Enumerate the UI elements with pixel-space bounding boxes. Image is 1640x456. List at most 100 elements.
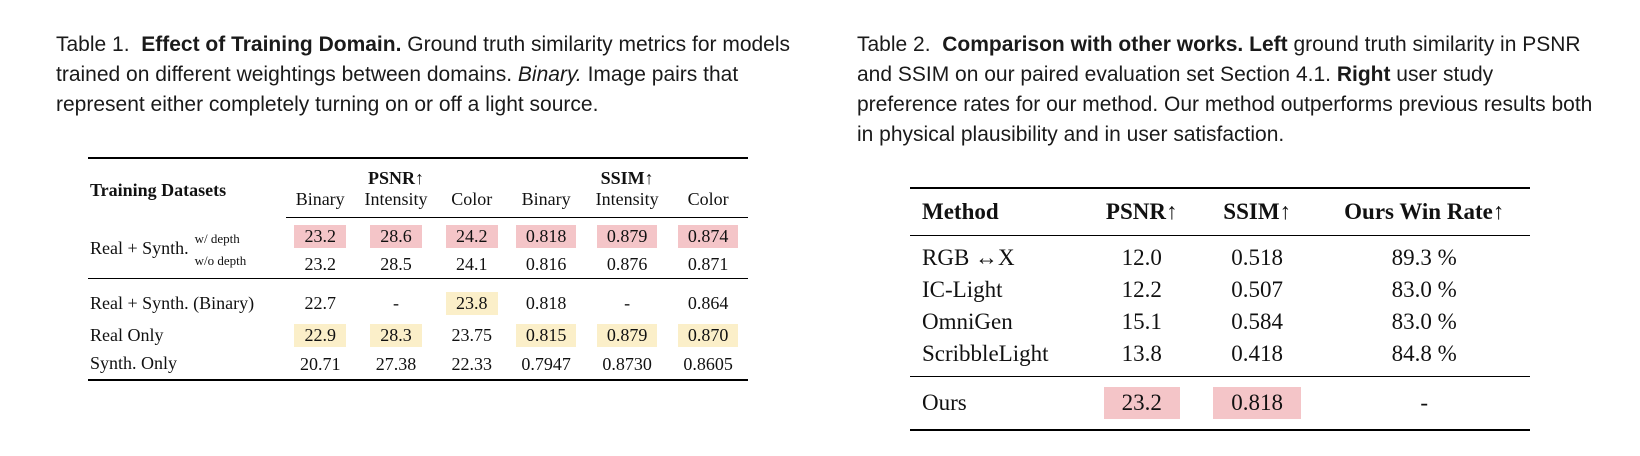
table-cell: 0.8730 (602, 353, 652, 374)
table2-method: Ours (922, 390, 967, 415)
table-cell: 0.518 (1231, 245, 1284, 270)
table2-ours-row: Ours 23.2 0.818 - (910, 377, 1530, 431)
table-cell: 0.876 (585, 250, 669, 279)
table-cell: - (392, 292, 399, 313)
table-row: Real + Synth. w/ depth w/o depth 23.2 28.6… (88, 217, 748, 279)
table-cell: 89.3 % (1391, 245, 1457, 270)
table1-row-sub: w/o depth (194, 252, 247, 268)
table-row: Real + Synth. (Binary) 22.7 - 23.8 0.818… (88, 279, 748, 322)
table1-subheader: Binary (285, 189, 355, 218)
table1-subheader: Color (437, 189, 507, 218)
table1: Training Datasets PSNR↑ SSIM↑ Binary Int… (88, 157, 748, 381)
table-row: Real Only 22.9 28.3 23.75 0.815 0.879 0.… (88, 321, 748, 349)
table-cell: 0.870 (668, 321, 748, 349)
table-cell: 12.2 (1121, 277, 1162, 302)
table-cell: 23.8 (437, 279, 506, 322)
cell-value: 0.870 (677, 323, 739, 347)
table1-caption-italic: Binary. (517, 63, 582, 86)
table-cell: 15.1 (1121, 309, 1162, 334)
table-cell: 28.5 (354, 250, 438, 279)
table2-caption: Table 2. Comparison with other works. Le… (857, 30, 1597, 150)
table1-caption: Table 1. Effect of Training Domain. Grou… (56, 30, 796, 120)
table-cell: 0.816 (506, 250, 586, 279)
table-cell: 28.3 (355, 321, 437, 349)
cell-value: 0.818 (515, 224, 577, 248)
table-row: IC-Light 12.2 0.507 83.0 % (910, 274, 1530, 306)
table2-caption-right: Right (1336, 63, 1391, 86)
table-cell: 0.8605 (683, 353, 733, 374)
table-cell: 84.8 % (1318, 338, 1530, 377)
table-cell: 0.7947 (521, 353, 571, 374)
table1-header-psnr: PSNR↑ (367, 168, 424, 188)
table-cell: 22.9 (286, 321, 355, 349)
cell-value: 0.815 (515, 323, 577, 347)
cell-value: 22.9 (294, 323, 346, 347)
table-cell: 22.7 (304, 292, 336, 313)
table-cell: - (1420, 390, 1429, 415)
table1-row-label: Real + Synth. (Binary) (90, 292, 255, 313)
table-cell: 0.584 (1231, 309, 1284, 334)
table-row: 23.2 28.5 24.1 0.816 0.876 0.871 (88, 250, 748, 279)
table1-subheader: Intensity (585, 189, 669, 218)
table1-row-label: Real Only (90, 324, 164, 345)
table-cell: 22.33 (451, 353, 493, 374)
cell-value: 0.879 (596, 323, 658, 347)
table-cell: 24.2 (437, 218, 506, 251)
table2-caption-text-b: user study preference rates for our meth… (857, 63, 1593, 146)
table1-caption-text-b: Image pairs that represent either comple… (56, 63, 739, 116)
table-cell: 0.879 (586, 321, 668, 349)
table-cell: 83.0 % (1391, 277, 1457, 302)
table-cell: 0.418 (1195, 338, 1319, 377)
table-cell: 83.0 % (1391, 309, 1457, 334)
table2-method: OmniGen (922, 309, 1013, 334)
cell-value: 0.818 (1213, 387, 1302, 419)
table1-subheader: Intensity (354, 189, 438, 218)
table-cell: 0.874 (668, 218, 748, 251)
table1-caption-label: Table 1. (56, 33, 130, 56)
table1-subheader: Binary (506, 189, 586, 218)
table2-caption-text-a: ground truth similarity in PSNR and SSIM… (857, 33, 1581, 86)
table1-header-ssim: SSIM↑ (600, 168, 654, 188)
table2-method: RGB ↔X (922, 245, 1015, 270)
table-cell: 20.71 (299, 353, 341, 374)
table2-caption-left: Left (1249, 33, 1288, 56)
table1-row-label: Synth. Only (90, 352, 178, 373)
table1-caption-text-a: Ground truth similarity metrics for mode… (56, 33, 791, 86)
table1-subheader: Color (668, 189, 748, 218)
cell-value: 28.3 (370, 323, 422, 347)
table-row: Synth. Only 20.71 27.38 22.33 0.7947 0.8… (88, 349, 748, 380)
table-cell: 12.0 (1121, 245, 1162, 270)
table-row: RGB ↔X 12.0 0.518 89.3 % (910, 236, 1530, 275)
cell-value: 23.8 (446, 291, 498, 315)
table2-caption-label: Table 2. (857, 33, 931, 56)
table-cell: 13.8 (1087, 338, 1196, 377)
table-cell: 0.864 (687, 292, 729, 313)
table2-header-ssim: SSIM↑ (1195, 188, 1319, 236)
table-cell: 0.507 (1231, 277, 1284, 302)
table2-header-psnr: PSNR↑ (1087, 188, 1196, 236)
table-cell: 0.818 (506, 218, 586, 251)
cell-value: 0.879 (596, 224, 658, 248)
table-cell: 23.2 (285, 250, 355, 279)
cell-value: 24.2 (446, 224, 498, 248)
table2-method: IC-Light (922, 277, 1003, 302)
table1-header-training-datasets: Training Datasets (90, 179, 227, 200)
table1-row-label: Real + Synth. w/ depth w/o depth (88, 217, 286, 279)
table-row: ScribbleLight 13.8 0.418 84.8 % (910, 338, 1530, 377)
table-cell: - (624, 292, 631, 313)
table2-header-row: Method PSNR↑ SSIM↑ Ours Win Rate↑ (910, 188, 1530, 236)
table-cell: 0.818 (525, 292, 567, 313)
table2-method: ScribbleLight (910, 338, 1088, 377)
cell-value: 28.6 (370, 224, 422, 248)
table2-header-win-rate: Ours Win Rate↑ (1318, 188, 1530, 236)
cell-value: 23.2 (1103, 387, 1180, 419)
table2: Method PSNR↑ SSIM↑ Ours Win Rate↑ RGB ↔X… (910, 187, 1530, 431)
cell-value: 0.874 (677, 224, 739, 248)
table1-row-sub: w/ depth (194, 230, 240, 246)
table-cell: 0.818 (1196, 377, 1319, 431)
table1-row-label-text: Real + Synth. (90, 237, 189, 258)
table-cell: 27.38 (375, 353, 417, 374)
table2-caption-title: Comparison with other works. (942, 33, 1244, 56)
table-cell: 23.2 (286, 218, 355, 251)
table2-header-method: Method (910, 188, 1088, 236)
